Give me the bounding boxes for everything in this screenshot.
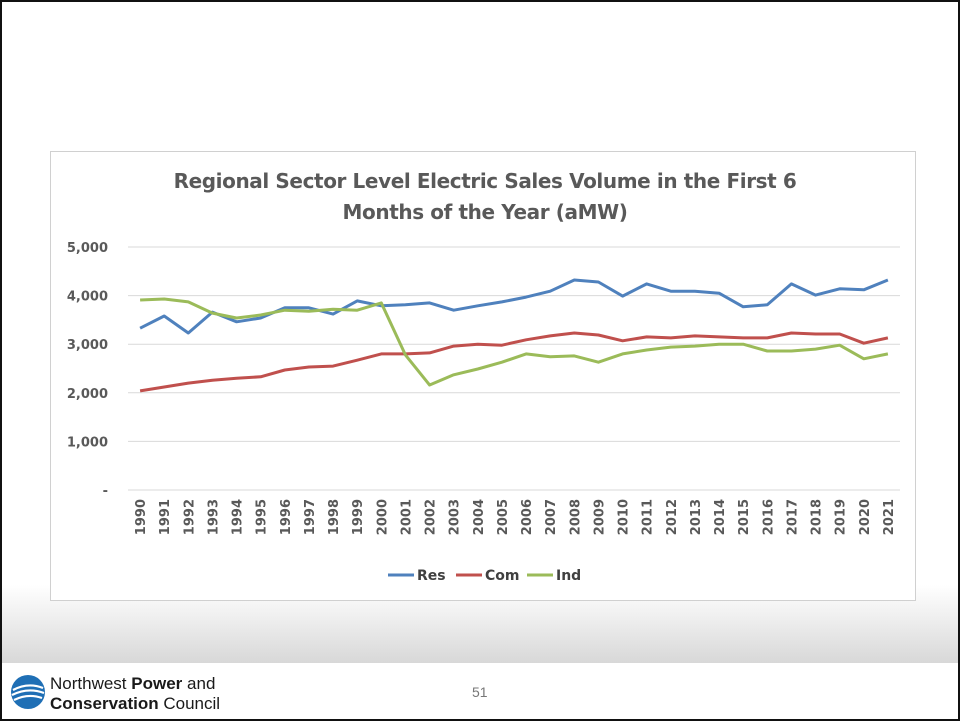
series-line [140, 297, 889, 387]
org-line2: Conservation Council [50, 694, 220, 714]
org-word: Northwest [50, 674, 127, 693]
logo [11, 675, 45, 709]
x-tick-label: 2000 [375, 499, 390, 535]
x-tick-label: 1995 [255, 499, 270, 535]
x-tick-label: 2003 [448, 499, 463, 535]
org-line1: Northwest Power and [50, 674, 215, 694]
x-tick-label: 1996 [279, 499, 294, 535]
x-tick-label: 2002 [424, 499, 439, 535]
series-line [139, 278, 889, 335]
y-tick-label: - [103, 484, 108, 499]
series-line [139, 331, 889, 393]
x-tick-label: 2001 [399, 499, 414, 535]
y-tick-label: 1,000 [67, 435, 108, 450]
x-tick-label: 1998 [327, 499, 342, 535]
x-tick-label: 2012 [665, 499, 680, 535]
legend-label: Res [417, 568, 446, 584]
logo-circle [11, 675, 45, 709]
legend-label: Ind [556, 568, 581, 584]
y-tick-label: 2,000 [67, 387, 108, 402]
x-tick-label: 1991 [158, 499, 173, 535]
x-tick-label: 2010 [617, 499, 632, 535]
x-tick-label: 2006 [520, 499, 535, 535]
x-tick-label: 2020 [858, 499, 873, 535]
page-number: 51 [472, 684, 488, 700]
x-tick-label: 2019 [834, 499, 849, 535]
x-tick-label: 1999 [351, 499, 366, 535]
org-word: and [187, 674, 216, 693]
chart-title: Regional Sector Level Electric Sales Vol… [173, 169, 797, 224]
chart-box [50, 151, 916, 601]
x-tick-label: 2009 [592, 499, 607, 535]
x-tick-label: 2017 [785, 499, 800, 535]
x-tick-label: 2021 [882, 499, 897, 535]
org-word: Power [131, 674, 183, 693]
legend-label: Com [485, 568, 519, 584]
x-tick-label: 2014 [713, 499, 728, 535]
x-tick-label: 2015 [737, 499, 752, 535]
x-tick-label: 2007 [544, 499, 559, 535]
y-tick-label: 3,000 [67, 338, 108, 353]
y-tick-label: 5,000 [67, 241, 108, 256]
x-tick-label: 1993 [206, 499, 221, 535]
x-tick-label: 1994 [231, 499, 246, 535]
logo-waves [11, 684, 45, 701]
org-word: Conservation [50, 694, 159, 713]
x-tick-label: 1992 [182, 499, 197, 535]
x-tick-label: 2004 [472, 499, 487, 535]
x-tick-label: 2008 [568, 499, 583, 535]
x-tick-label: 1997 [303, 499, 318, 535]
x-tick-label: 2013 [689, 499, 704, 535]
x-tick-label: 2016 [761, 499, 776, 535]
org-word: Council [163, 694, 221, 713]
y-tick-label: 4,000 [67, 290, 108, 305]
x-tick-label: 2011 [641, 499, 656, 535]
x-tick-label: 2005 [496, 499, 511, 535]
x-tick-label: 1990 [134, 499, 149, 535]
x-tick-label: 2018 [810, 499, 825, 535]
